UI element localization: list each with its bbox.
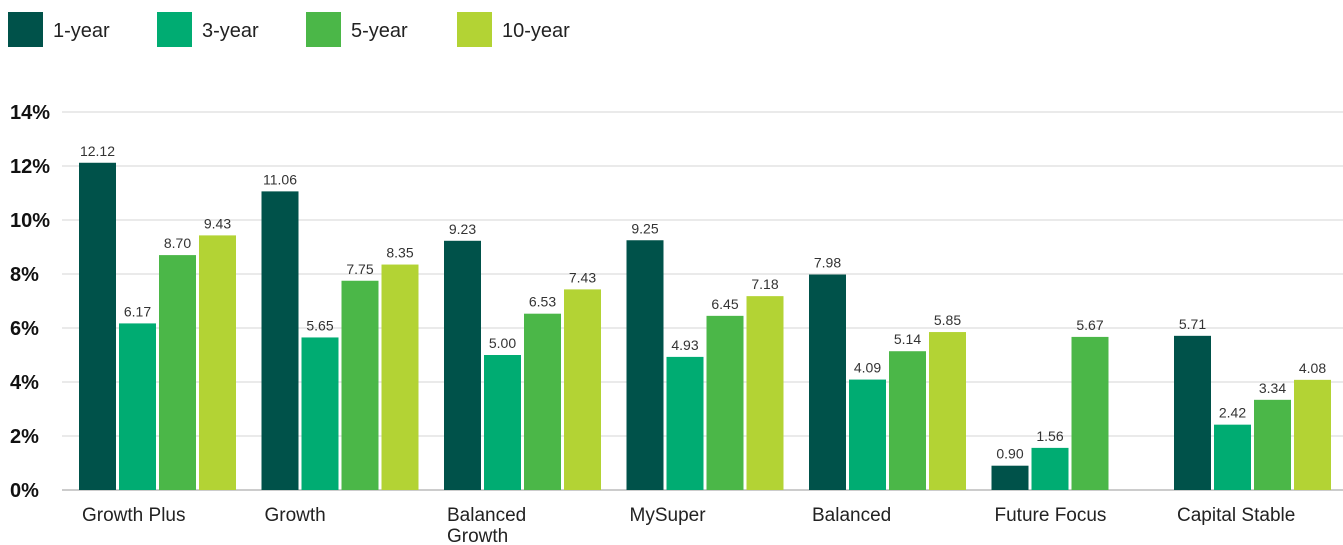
data-label: 7.43 [569, 269, 596, 285]
data-label: 5.00 [489, 335, 516, 351]
data-label: 1.56 [1036, 428, 1063, 444]
bar-5-year-growth [341, 280, 379, 490]
y-tick-label: 10% [10, 210, 50, 232]
y-tick-label: 12% [10, 156, 50, 178]
x-category-label: Future Focus [995, 505, 1107, 526]
bar-10-year-growth [381, 264, 419, 490]
x-category-label: Balanced [812, 505, 891, 526]
bar-3-year-mysuper [666, 356, 704, 490]
data-label: 0.90 [996, 446, 1023, 462]
y-axis-ticks: 0% 2% 4% 6% 8% 10% 12% 14% [10, 102, 50, 502]
legend: 1-year 3-year 5-year 10-year [8, 12, 570, 47]
bar-5-year-future-focus [1071, 336, 1109, 490]
legend-label: 1-year [53, 20, 110, 42]
data-label: 4.09 [854, 360, 881, 376]
bar-3-year-growth-plus [119, 323, 156, 490]
bar-1-year-growth [261, 191, 299, 490]
data-label: 6.17 [124, 303, 151, 319]
data-label: 2.42 [1219, 405, 1246, 421]
bar-1-year-balanced [809, 274, 846, 490]
bar-5-year-mysuper [706, 315, 744, 490]
data-label: 8.70 [164, 235, 191, 251]
data-label: 6.53 [529, 294, 556, 310]
bar-1-year-capital-stable [1174, 335, 1211, 490]
data-label: 9.25 [631, 220, 658, 236]
data-label: 8.35 [386, 245, 413, 261]
bars [79, 162, 1331, 490]
data-label: 6.45 [711, 296, 738, 312]
bar-5-year-balanced-growth [524, 313, 561, 490]
data-label: 5.85 [934, 312, 961, 328]
bar-3-year-balanced-growth [484, 355, 521, 490]
bar-3-year-growth [301, 337, 339, 490]
data-labels: 12.12 6.17 8.70 9.43 11.06 5.65 7.75 8.35 9.23 5.… [80, 143, 1326, 462]
x-category-label: Growth [447, 526, 508, 545]
legend-swatch [306, 12, 341, 47]
legend-label: 3-year [202, 20, 259, 42]
y-tick-label: 4% [10, 372, 39, 394]
bar-10-year-balanced [929, 332, 966, 490]
data-label: 3.34 [1259, 380, 1286, 396]
y-tick-label: 6% [10, 318, 39, 340]
bar-5-year-growth-plus [159, 255, 196, 490]
y-tick-label: 14% [10, 102, 50, 124]
legend-label: 10-year [502, 20, 570, 42]
bar-3-year-balanced [849, 379, 886, 490]
x-category-label: MySuper [630, 505, 707, 526]
data-label: 11.06 [263, 171, 297, 187]
bar-3-year-capital-stable [1214, 424, 1251, 490]
y-tick-label: 0% [10, 480, 39, 502]
legend-swatch [8, 12, 43, 47]
bar-1-year-mysuper [626, 240, 664, 490]
bar-5-year-balanced [889, 351, 926, 490]
bar-1-year-balanced-growth [444, 240, 481, 490]
data-label: 9.43 [204, 215, 231, 231]
bar-3-year-future-focus [1031, 447, 1069, 490]
data-label: 4.93 [671, 337, 698, 353]
y-tick-label: 8% [10, 264, 39, 286]
data-label: 12.12 [80, 143, 115, 159]
data-label: 7.75 [346, 261, 373, 277]
legend-label: 5-year [351, 20, 408, 42]
bar-5-year-capital-stable [1254, 399, 1291, 490]
data-label: 4.08 [1299, 360, 1326, 376]
x-category-label: Growth [265, 505, 326, 526]
data-label: 5.65 [306, 317, 333, 333]
bar-10-year-mysuper [746, 296, 784, 490]
x-category-label: Capital Stable [1177, 505, 1295, 526]
bar-10-year-growth-plus [199, 235, 236, 490]
bar-10-year-capital-stable [1294, 379, 1331, 490]
data-label: 5.71 [1179, 316, 1206, 332]
x-category-label: Growth Plus [82, 505, 185, 526]
bar-10-year-balanced-growth [564, 289, 601, 490]
data-label: 5.14 [894, 331, 921, 347]
x-category-label: Balanced [447, 505, 526, 526]
y-tick-label: 2% [10, 426, 39, 448]
data-label: 7.18 [751, 276, 778, 292]
data-label: 7.98 [814, 255, 841, 271]
data-label: 9.23 [449, 221, 476, 237]
bar-1-year-future-focus [991, 465, 1029, 490]
data-label: 5.67 [1076, 317, 1103, 333]
legend-swatch [157, 12, 192, 47]
legend-swatch [457, 12, 492, 47]
bar-1-year-growth-plus [79, 162, 116, 490]
